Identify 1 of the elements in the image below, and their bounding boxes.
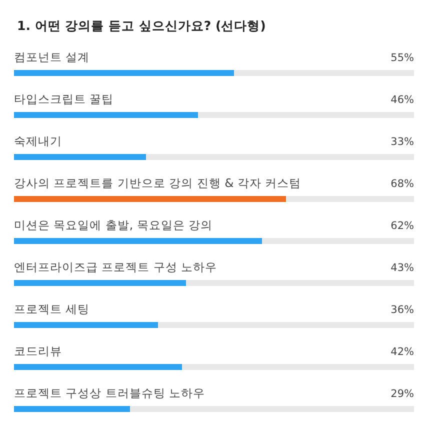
title: 1. 어떤 강의를 듣고 싶으신가요? (선다형) — [17, 18, 266, 33]
